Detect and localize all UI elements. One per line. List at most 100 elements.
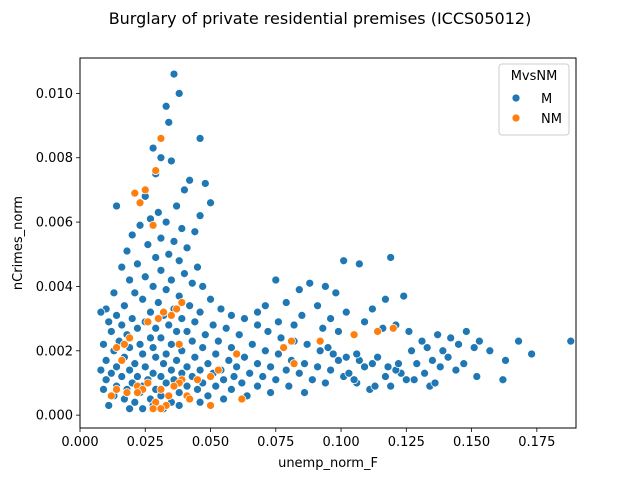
points-layer (96, 69, 576, 414)
data-point-m-34 (117, 262, 127, 272)
data-point-m-63 (240, 314, 249, 323)
data-point-m-31 (174, 256, 184, 266)
data-point-m-215 (274, 317, 283, 327)
data-point-m-202 (321, 282, 330, 291)
data-point-m-177 (300, 388, 309, 397)
data-point-m-11 (180, 185, 189, 195)
chart-title: Burglary of private residential premises… (109, 9, 532, 28)
y-tick-label: 0.004 (36, 280, 73, 295)
data-point-m-133 (195, 365, 205, 375)
data-point-m-126 (313, 362, 322, 372)
data-point-m-21 (177, 224, 187, 233)
y-tick-label: 0.002 (36, 344, 73, 359)
data-point-m-165 (284, 381, 294, 391)
data-point-m-168 (211, 381, 221, 391)
data-point-m-253 (386, 381, 396, 391)
data-point-m-254 (344, 368, 354, 378)
data-point-m-107 (190, 352, 200, 362)
x-tick-label: 0.125 (388, 435, 425, 450)
data-point-m-222 (404, 327, 414, 336)
data-point-m-1 (161, 101, 171, 111)
y-axis: 0.000 0.002 0.004 0.006 0.008 0.010 (36, 87, 80, 424)
data-point-m-26 (143, 240, 153, 249)
data-point-m-226 (446, 333, 456, 343)
data-point-m-154 (219, 375, 228, 385)
data-point-m-76 (263, 327, 273, 336)
data-point-m-244 (451, 365, 461, 375)
x-axis-title: unemp_norm_F (278, 456, 378, 471)
data-point-m-89 (247, 339, 257, 349)
data-point-m-231 (422, 343, 432, 352)
data-point-m-135 (326, 365, 335, 375)
data-point-m-117 (203, 359, 213, 369)
legend-marker-m (511, 93, 521, 103)
data-point-m-235 (485, 346, 495, 356)
data-point-m-88 (135, 339, 145, 349)
data-point-m-149 (258, 372, 268, 381)
data-point-m-78 (200, 330, 210, 340)
data-point-m-218 (289, 320, 299, 330)
data-point-nm-26 (156, 385, 166, 394)
data-point-m-103 (274, 349, 283, 359)
data-point-nm-13 (174, 339, 184, 349)
data-point-m-45 (130, 288, 140, 298)
data-point-m-118 (253, 359, 262, 369)
data-point-m-134 (281, 365, 291, 375)
data-point-m-33 (193, 262, 202, 272)
data-point-m-28 (122, 246, 132, 256)
data-point-m-187 (219, 394, 228, 404)
data-point-m-7 (166, 156, 176, 166)
data-point-m-37 (140, 272, 150, 282)
data-point-nm-3 (140, 185, 150, 195)
data-point-m-3 (195, 134, 205, 143)
data-point-m-32 (133, 259, 142, 269)
data-point-m-49 (153, 298, 163, 307)
data-point-m-142 (294, 368, 304, 378)
data-point-m-144 (156, 372, 166, 381)
data-point-m-219 (318, 323, 328, 333)
data-point-m-86 (187, 336, 197, 346)
data-point-m-43 (161, 285, 171, 295)
data-point-m-110 (151, 352, 161, 362)
x-axis: 0.000 0.025 0.050 0.075 0.100 0.125 0.150 0.175 (61, 428, 555, 450)
data-point-nm-19 (206, 372, 215, 381)
data-point-m-97 (260, 346, 270, 356)
data-point-nm-43 (279, 343, 288, 352)
data-point-m-232 (469, 343, 479, 352)
data-point-m-160 (237, 378, 247, 388)
data-point-m-175 (227, 385, 236, 394)
data-point-nm-16 (232, 349, 242, 359)
data-point-nm-8 (159, 307, 168, 317)
data-point-m-14 (172, 201, 181, 211)
data-point-m-80 (234, 330, 244, 340)
data-point-m-252 (370, 381, 380, 391)
data-point-m-137 (245, 368, 255, 378)
legend-label-nm: NM (541, 112, 562, 127)
data-point-m-123 (182, 362, 192, 372)
data-point-m-152 (409, 375, 419, 385)
y-tick-label: 0.008 (36, 151, 73, 166)
data-point-nm-6 (177, 298, 187, 307)
data-point-nm-35 (237, 394, 247, 404)
data-point-m-197 (339, 256, 349, 266)
y-tick-label: 0.006 (36, 216, 73, 231)
data-point-m-127 (266, 362, 275, 372)
data-point-m-208 (313, 301, 322, 311)
data-point-m-259 (373, 352, 382, 362)
data-point-m-130 (166, 365, 176, 375)
data-point-nm-1 (151, 166, 161, 175)
x-tick-label: 0.075 (257, 435, 294, 450)
data-point-m-255 (360, 362, 369, 372)
data-point-m-236 (527, 349, 536, 359)
data-point-nm-4 (135, 198, 145, 208)
data-point-m-250 (430, 378, 440, 388)
data-point-m-53 (216, 304, 226, 314)
data-point-m-200 (271, 275, 281, 285)
data-point-m-193 (174, 401, 184, 410)
data-point-m-38 (166, 275, 176, 285)
data-point-m-233 (407, 346, 416, 356)
data-point-m-136 (148, 368, 158, 378)
data-point-m-196 (125, 404, 134, 414)
data-point-m-67 (208, 320, 218, 330)
data-point-m-155 (101, 375, 111, 385)
